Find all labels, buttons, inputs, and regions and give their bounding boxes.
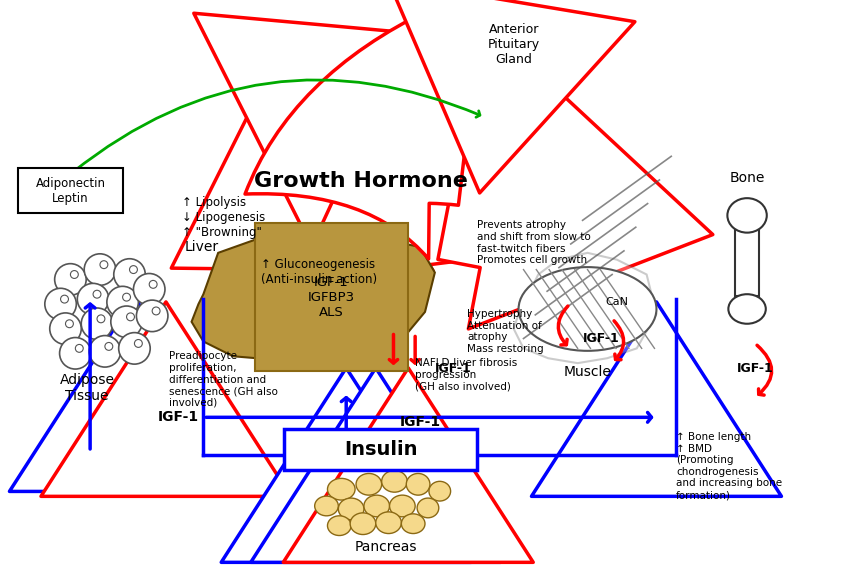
Text: ↑ Gluconeogenesis
(Anti-insulin action): ↑ Gluconeogenesis (Anti-insulin action) xyxy=(260,258,377,286)
Text: Liver: Liver xyxy=(184,240,218,254)
FancyBboxPatch shape xyxy=(18,168,122,213)
Text: Adiponectin
Leptin: Adiponectin Leptin xyxy=(36,177,105,205)
Text: IGF-1: IGF-1 xyxy=(737,361,774,374)
Circle shape xyxy=(45,288,76,320)
Circle shape xyxy=(93,290,101,298)
Ellipse shape xyxy=(356,473,382,495)
Ellipse shape xyxy=(364,495,389,517)
Text: Bone: Bone xyxy=(729,171,765,185)
Circle shape xyxy=(119,333,150,364)
Text: IGF-1: IGF-1 xyxy=(435,361,472,374)
Circle shape xyxy=(60,337,91,369)
Circle shape xyxy=(50,313,82,344)
Text: Prevents atrophy
and shift from slow to
fast-twitch fibers
Promotes cell growth: Prevents atrophy and shift from slow to … xyxy=(477,220,591,265)
Ellipse shape xyxy=(401,514,425,534)
Circle shape xyxy=(133,274,165,305)
Circle shape xyxy=(84,254,116,285)
Text: NAFLD-liver fibrosis
progression
(GH also involved): NAFLD-liver fibrosis progression (GH als… xyxy=(415,358,518,391)
Ellipse shape xyxy=(429,481,450,501)
Circle shape xyxy=(60,295,69,303)
Circle shape xyxy=(105,343,113,351)
Circle shape xyxy=(65,320,73,328)
Text: Preadipocyte
proliferation,
differentiation and
senescence (GH also
involved): Preadipocyte proliferation, differentiat… xyxy=(169,351,278,408)
Circle shape xyxy=(136,300,168,332)
Circle shape xyxy=(150,281,157,288)
Circle shape xyxy=(76,344,83,352)
Text: ↑ Bone length
↑ BMD
(Promoting
chondrogenesis
and increasing bone
formation): ↑ Bone length ↑ BMD (Promoting chondroge… xyxy=(676,432,782,500)
Text: IGF-1: IGF-1 xyxy=(582,332,620,345)
Ellipse shape xyxy=(417,498,439,518)
Text: Anterior
Pituitary
Gland: Anterior Pituitary Gland xyxy=(488,23,540,67)
Text: Pancreas: Pancreas xyxy=(354,541,416,554)
Ellipse shape xyxy=(518,267,656,351)
Text: IGF-1: IGF-1 xyxy=(158,410,200,424)
Text: Hypertrophy
Attenuation of
atrophy
Mass restoring: Hypertrophy Attenuation of atrophy Mass … xyxy=(468,309,544,354)
Ellipse shape xyxy=(728,294,766,324)
Ellipse shape xyxy=(406,473,430,495)
Circle shape xyxy=(82,308,113,340)
Circle shape xyxy=(129,266,138,274)
Text: CaN: CaN xyxy=(605,297,628,307)
Circle shape xyxy=(71,271,78,278)
FancyBboxPatch shape xyxy=(284,429,477,469)
Ellipse shape xyxy=(376,512,401,534)
Polygon shape xyxy=(191,237,435,361)
Ellipse shape xyxy=(728,198,767,233)
Ellipse shape xyxy=(338,498,364,519)
Ellipse shape xyxy=(389,495,415,517)
Text: ↑ Lipolysis
↓ Lipogenesis
↑ "Browning": ↑ Lipolysis ↓ Lipogenesis ↑ "Browning" xyxy=(182,196,265,239)
Text: Muscle: Muscle xyxy=(564,365,611,379)
FancyBboxPatch shape xyxy=(275,259,388,335)
Circle shape xyxy=(97,315,105,323)
Text: IGF-1
IGFBP3
ALS: IGF-1 IGFBP3 ALS xyxy=(308,275,355,319)
Circle shape xyxy=(107,286,139,318)
Text: Growth Hormone: Growth Hormone xyxy=(254,171,468,191)
Polygon shape xyxy=(513,253,656,363)
Text: IGF-1: IGF-1 xyxy=(400,415,440,429)
FancyBboxPatch shape xyxy=(501,18,518,40)
Circle shape xyxy=(134,340,142,348)
Circle shape xyxy=(54,263,86,295)
Ellipse shape xyxy=(327,479,355,500)
Ellipse shape xyxy=(350,513,376,534)
Circle shape xyxy=(122,293,131,301)
Ellipse shape xyxy=(327,516,351,535)
Ellipse shape xyxy=(314,496,338,516)
FancyBboxPatch shape xyxy=(735,204,759,296)
Circle shape xyxy=(152,307,160,315)
Circle shape xyxy=(77,283,109,315)
Ellipse shape xyxy=(382,471,407,492)
Ellipse shape xyxy=(499,38,538,107)
Text: Insulin: Insulin xyxy=(344,440,417,459)
Text: Adipose
Tissue: Adipose Tissue xyxy=(60,373,115,403)
Ellipse shape xyxy=(469,51,518,114)
Circle shape xyxy=(110,306,142,337)
Circle shape xyxy=(127,313,134,321)
Circle shape xyxy=(89,336,121,367)
Circle shape xyxy=(100,261,108,269)
Circle shape xyxy=(114,259,145,290)
